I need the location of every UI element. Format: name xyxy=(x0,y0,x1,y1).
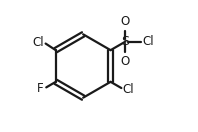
Text: S: S xyxy=(121,35,129,48)
Text: O: O xyxy=(121,55,130,68)
Text: Cl: Cl xyxy=(142,35,154,48)
Text: Cl: Cl xyxy=(123,83,134,96)
Text: F: F xyxy=(37,82,44,95)
Text: O: O xyxy=(121,15,130,28)
Text: Cl: Cl xyxy=(32,36,44,49)
